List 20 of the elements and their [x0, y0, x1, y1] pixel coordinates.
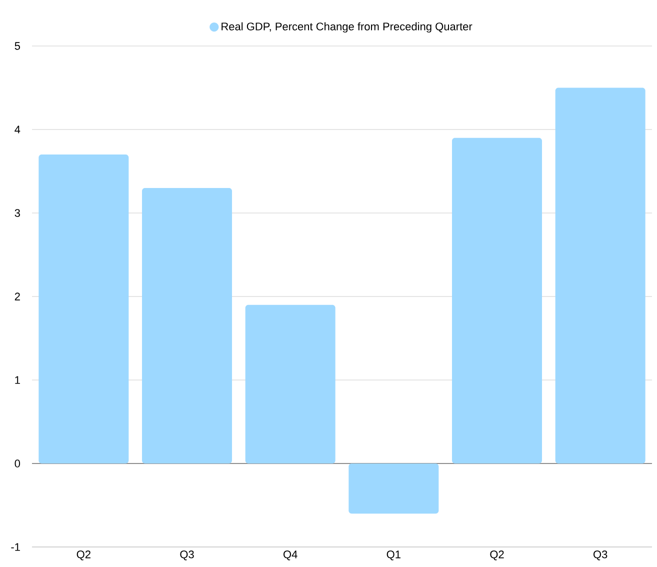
- y-tick-label: 1: [15, 376, 20, 384]
- x-tick-label: Q2: [490, 550, 504, 560]
- y-tick-label: 2: [14, 292, 20, 300]
- y-tick-label: 3: [14, 209, 20, 217]
- bar: [38, 154, 129, 464]
- bar: [452, 138, 542, 464]
- x-tick-label: Q3: [180, 550, 194, 560]
- x-tick-label: Q1: [386, 550, 400, 560]
- x-tick-label: Q2: [76, 550, 90, 560]
- y-tick-label: 5: [14, 42, 20, 50]
- y-tick-label: -1: [11, 543, 20, 551]
- y-tick-label: 0: [14, 460, 20, 468]
- x-tick-label: Q4: [284, 550, 298, 560]
- legend-label: Real GDP, Percent Change from Preceding Quarter: [222, 22, 472, 33]
- bar: [142, 188, 232, 464]
- x-tick-label: Q3: [594, 550, 608, 560]
- bar: [555, 88, 646, 464]
- bar: [348, 463, 439, 514]
- y-tick-label: 4: [14, 126, 20, 134]
- bar: [245, 304, 336, 464]
